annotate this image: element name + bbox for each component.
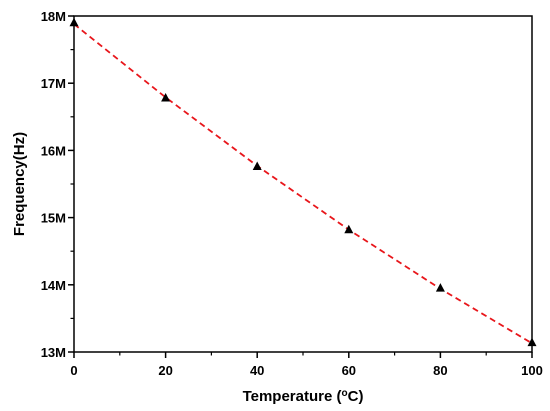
fit-line xyxy=(73,23,533,345)
x-tick-label: 20 xyxy=(158,363,172,378)
x-tick-label: 40 xyxy=(250,363,264,378)
y-tick-label: 17M xyxy=(41,76,66,91)
x-axis-tick-labels: 0 20 40 60 80 100 xyxy=(70,363,542,378)
plot-frame xyxy=(73,15,533,353)
x-axis-ticks xyxy=(73,352,533,358)
data-point-triangle xyxy=(435,283,445,292)
y-axis-title: Frequency(Hz) xyxy=(11,132,28,236)
data-point-triangle xyxy=(69,17,79,27)
y-tick-label: 15M xyxy=(41,211,66,226)
y-tick-label: 16M xyxy=(41,143,66,158)
y-axis-tick-labels: 13M 14M 15M 16M 17M 18M xyxy=(41,9,66,360)
data-point-triangle xyxy=(252,161,262,171)
data-point-triangle xyxy=(527,337,537,347)
x-tick-label: 60 xyxy=(342,363,356,378)
x-tick-label: 0 xyxy=(70,363,77,378)
y-tick-label: 18M xyxy=(41,9,66,24)
y-tick-label: 13M xyxy=(41,345,66,360)
data-point-triangle xyxy=(344,224,354,234)
data-points xyxy=(69,17,537,347)
x-tick-label: 80 xyxy=(433,363,447,378)
y-axis-ticks xyxy=(68,15,74,353)
data-point-triangle xyxy=(161,92,171,102)
y-tick-label: 14M xyxy=(41,278,66,293)
x-tick-label: 100 xyxy=(521,363,543,378)
x-axis-title: Temperature (oC) xyxy=(243,388,364,406)
